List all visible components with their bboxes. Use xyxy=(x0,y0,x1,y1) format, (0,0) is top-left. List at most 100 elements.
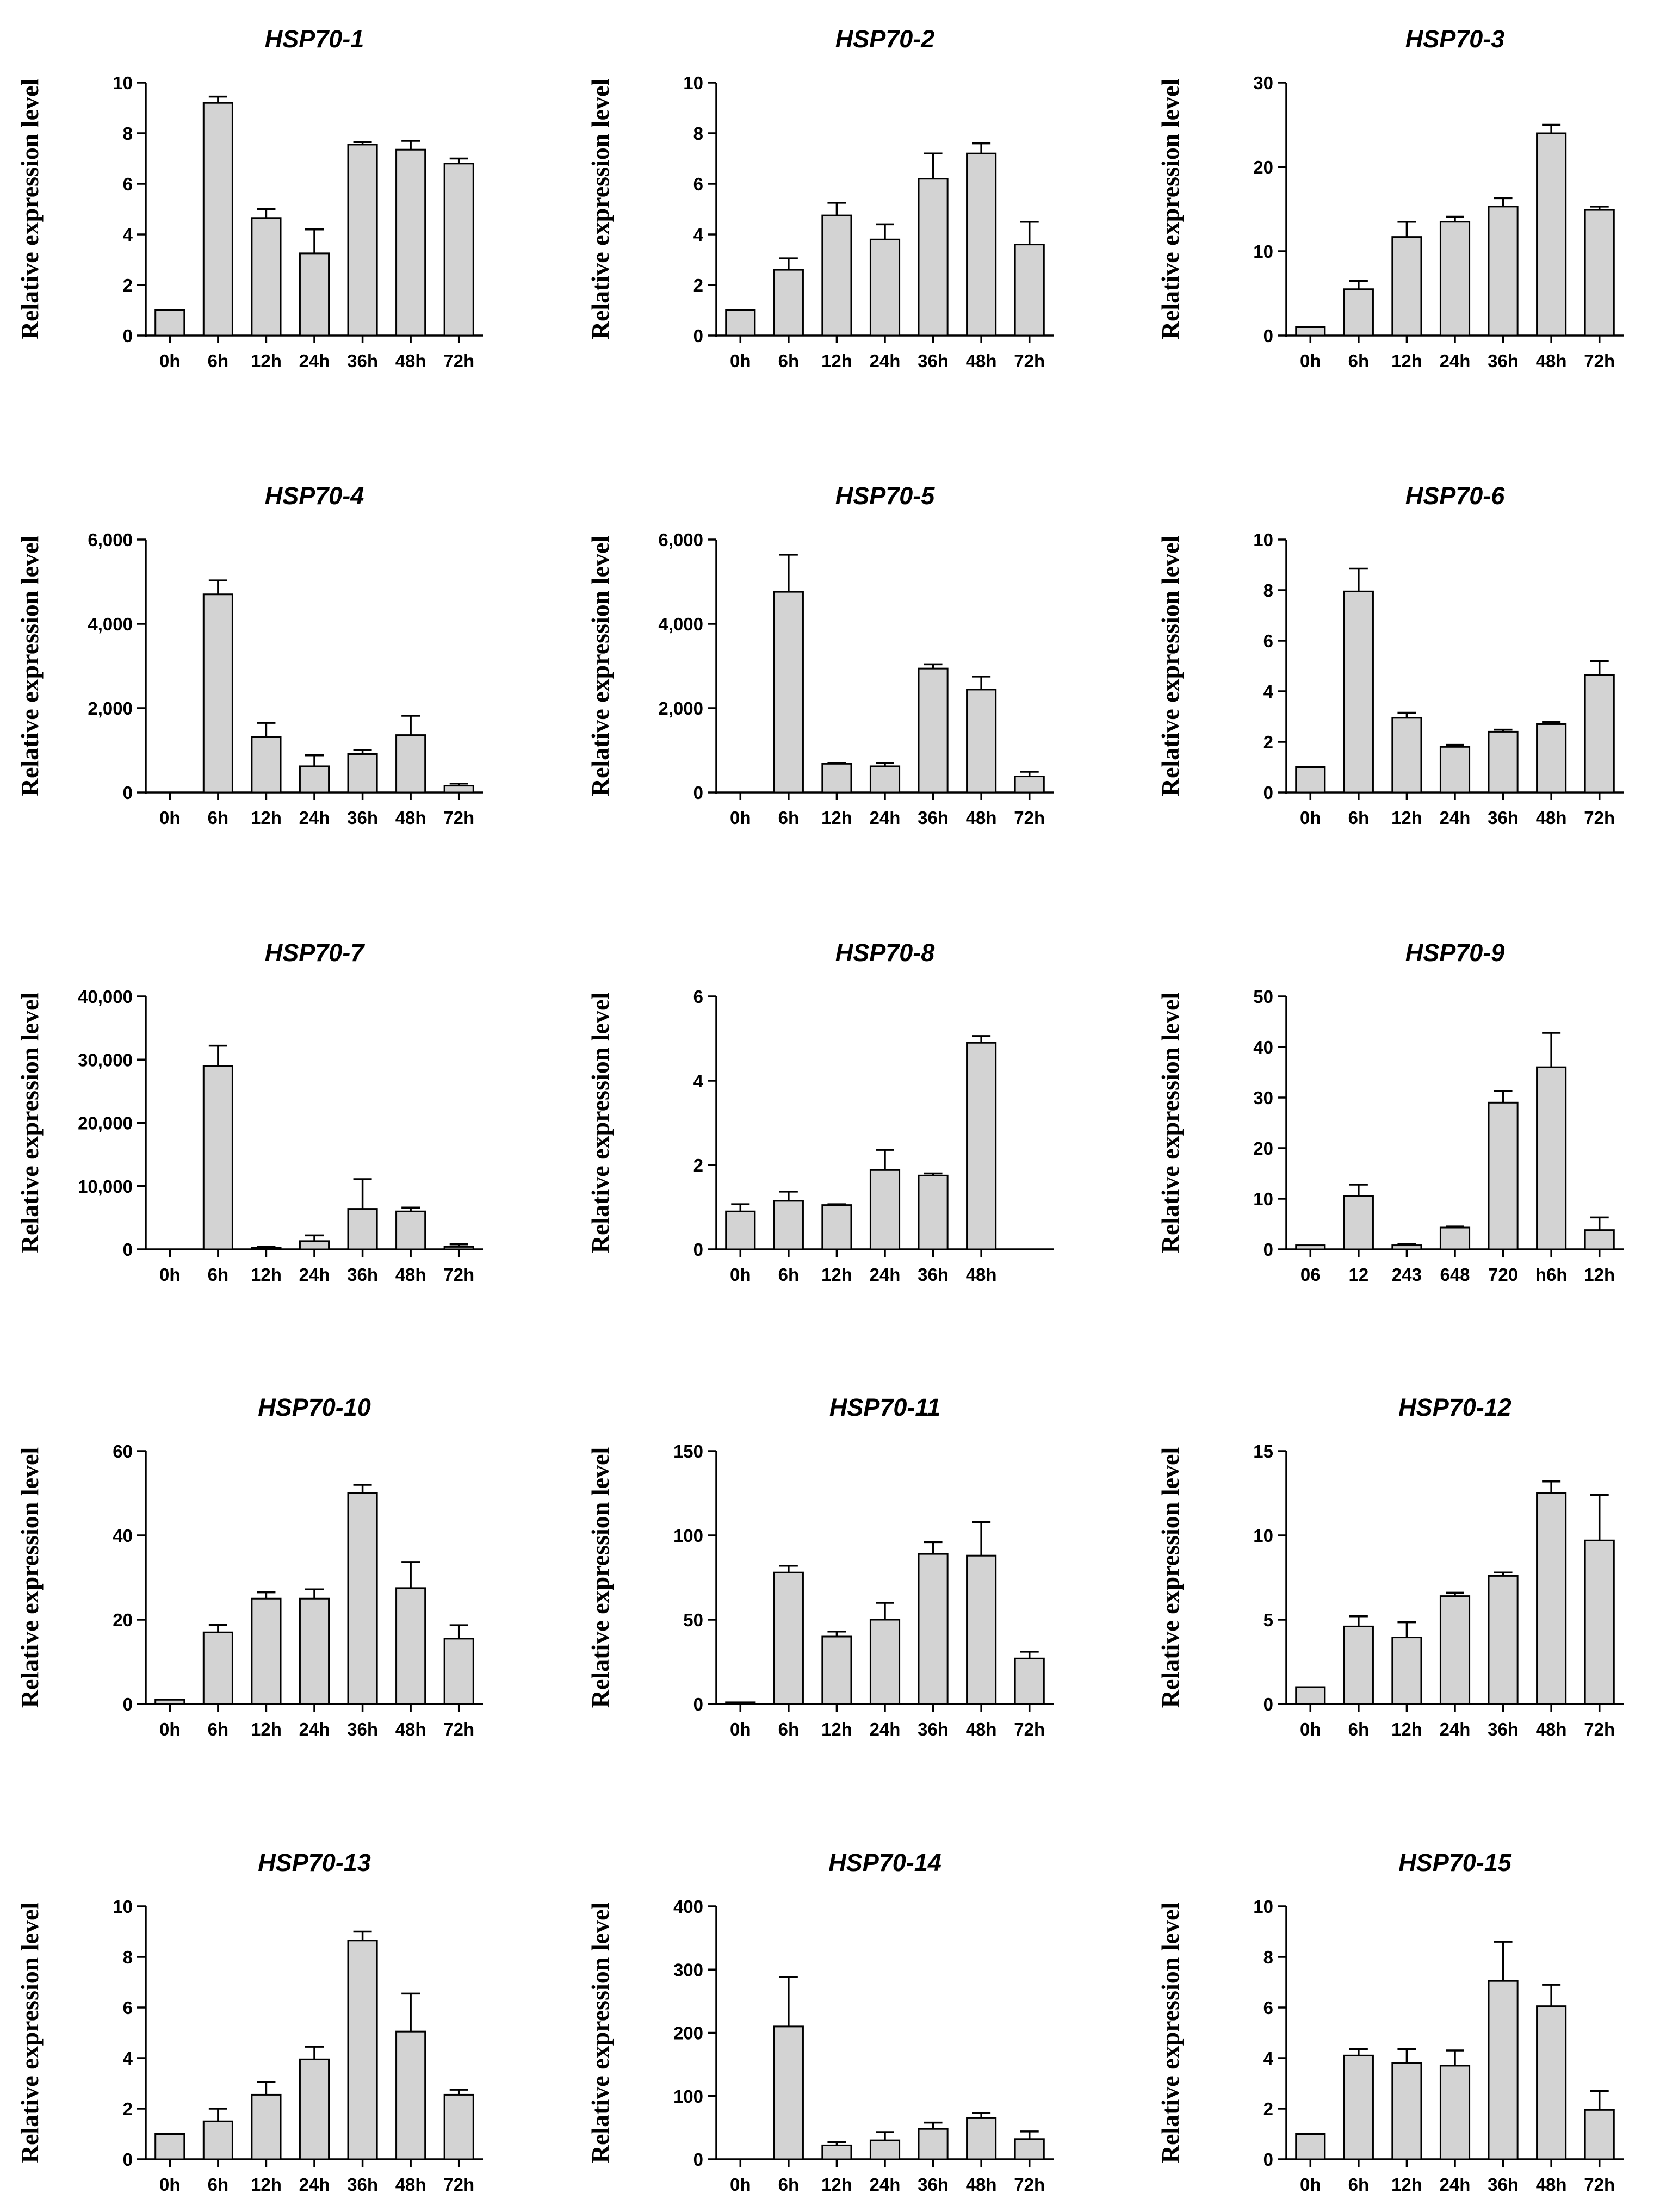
y-tick-label: 0 xyxy=(1263,783,1273,803)
x-tick-label: 6h xyxy=(1348,808,1370,828)
y-tick-label: 4,000 xyxy=(658,614,703,634)
chart-title: HSP70-10 xyxy=(258,1393,371,1421)
x-tick-label: 72h xyxy=(1584,1719,1615,1739)
chart-panel-1: HSP70-1 Relative expression level 0 2 4 6 8 10 0… xyxy=(16,25,483,371)
x-tick-label: 6h xyxy=(778,2174,800,2195)
y-tick-label: 10 xyxy=(113,1897,133,1917)
chart-title: HSP70-15 xyxy=(1398,1849,1512,1876)
x-tick-label: 0h xyxy=(159,351,181,371)
bar xyxy=(154,1699,185,1705)
y-tick-label: 30,000 xyxy=(78,1050,133,1070)
bar xyxy=(869,1169,901,1250)
y-axis-label: Relative expression level xyxy=(586,536,614,797)
x-tick-label: 36h xyxy=(347,1265,378,1285)
bar xyxy=(1439,2065,1471,2160)
bar xyxy=(299,2058,330,2160)
chart-title: HSP70-6 xyxy=(1405,482,1506,510)
x-tick-label: 36h xyxy=(1488,2174,1519,2195)
bar xyxy=(1488,206,1519,337)
bar xyxy=(821,214,852,337)
y-tick-label: 8 xyxy=(123,1947,133,1967)
x-tick-label: 243 xyxy=(1392,1265,1422,1285)
x-tick-label: 72h xyxy=(443,351,474,371)
y-axis-label: Relative expression level xyxy=(16,536,44,797)
x-tick-label: 0h xyxy=(1300,808,1321,828)
y-tick-label: 4 xyxy=(123,225,133,245)
y-axis-label: Relative expression level xyxy=(1156,79,1184,340)
y-tick-label: 30 xyxy=(1253,1088,1273,1108)
bar xyxy=(1391,717,1422,794)
chart-title: HSP70-9 xyxy=(1405,939,1505,966)
y-axis-label: Relative expression level xyxy=(586,1903,614,2164)
bar xyxy=(1439,221,1471,337)
x-tick-label: 24h xyxy=(870,351,901,371)
bar xyxy=(869,1619,901,1705)
y-tick-label: 50 xyxy=(683,1610,703,1630)
bar xyxy=(202,1065,233,1250)
chart-panel-11: HSP70-11 Relative expression level 0 50 100 1… xyxy=(586,1393,1054,1739)
y-tick-label: 6 xyxy=(123,174,133,194)
y-axis-label: Relative expression level xyxy=(586,1447,614,1708)
bar xyxy=(395,148,426,337)
chart-panel-10: HSP70-10 Relative expression level 0 20 40 60… xyxy=(16,1393,483,1739)
y-tick-label: 2,000 xyxy=(88,698,133,718)
bar xyxy=(202,1631,233,1705)
y-tick-label: 400 xyxy=(673,1897,703,1917)
bar xyxy=(1295,766,1326,794)
y-tick-label: 10 xyxy=(1253,241,1273,262)
y-tick-label: 2 xyxy=(1263,2099,1273,2119)
chart-title: HSP70-11 xyxy=(829,1393,940,1421)
y-tick-label: 5 xyxy=(1263,1610,1273,1630)
y-tick-label: 4 xyxy=(123,2048,133,2068)
bar xyxy=(1536,723,1567,794)
x-tick-label: 24h xyxy=(299,351,330,371)
x-tick-label: 36h xyxy=(347,808,378,828)
y-tick-label: 0 xyxy=(1263,1240,1273,1260)
y-tick-label: 0 xyxy=(123,1240,133,1260)
bar xyxy=(299,765,330,794)
x-tick-label: 12h xyxy=(821,351,852,371)
bar xyxy=(202,2120,233,2160)
bar xyxy=(1584,674,1615,794)
x-tick-label: 6h xyxy=(778,808,800,828)
x-tick-label: 12 xyxy=(1348,1265,1368,1285)
bar xyxy=(251,1597,282,1705)
x-tick-label: 48h xyxy=(966,1265,997,1285)
y-tick-label: 8 xyxy=(693,123,703,144)
x-tick-label: 648 xyxy=(1440,1265,1470,1285)
y-tick-label: 60 xyxy=(113,1441,133,1461)
x-tick-label: 6h xyxy=(1348,1719,1370,1739)
chart-title: HSP70-8 xyxy=(835,939,935,966)
y-tick-label: 20 xyxy=(113,1610,133,1630)
x-tick-label: 36h xyxy=(918,2174,949,2195)
bar xyxy=(773,1200,804,1250)
x-tick-label: 72h xyxy=(443,1265,474,1285)
x-tick-label: 0h xyxy=(1300,2174,1321,2195)
chart-title: HSP70-2 xyxy=(835,25,935,53)
bar xyxy=(395,2030,426,2160)
x-tick-label: 24h xyxy=(299,1719,330,1739)
bar xyxy=(299,1240,330,1250)
x-tick-label: 6h xyxy=(208,1719,229,1739)
bar xyxy=(725,1701,756,1705)
chart-panel-14: HSP70-14 Relative expression level 0 100 200… xyxy=(586,1849,1054,2195)
x-tick-label: 12h xyxy=(1391,1719,1422,1739)
y-tick-label: 4 xyxy=(1263,2048,1274,2068)
bar xyxy=(443,1246,474,1250)
x-tick-label: 72h xyxy=(1584,2174,1615,2195)
x-tick-label: 12h xyxy=(1584,1265,1615,1285)
y-tick-label: 6 xyxy=(693,987,703,1007)
y-tick-label: 8 xyxy=(1263,580,1273,600)
y-axis-label: Relative expression level xyxy=(16,79,44,340)
x-tick-label: 48h xyxy=(1536,808,1567,828)
x-tick-label: 6h xyxy=(778,1719,800,1739)
y-tick-label: 0 xyxy=(123,1694,133,1714)
bar xyxy=(918,1553,949,1705)
x-tick-label: 72h xyxy=(1014,351,1045,371)
y-tick-label: 150 xyxy=(673,1441,703,1461)
x-tick-label: 24h xyxy=(299,808,330,828)
y-tick-label: 0 xyxy=(1263,2149,1273,2170)
x-tick-label: 6h xyxy=(778,351,800,371)
x-tick-label: 6h xyxy=(1348,351,1370,371)
bar xyxy=(154,2133,185,2160)
